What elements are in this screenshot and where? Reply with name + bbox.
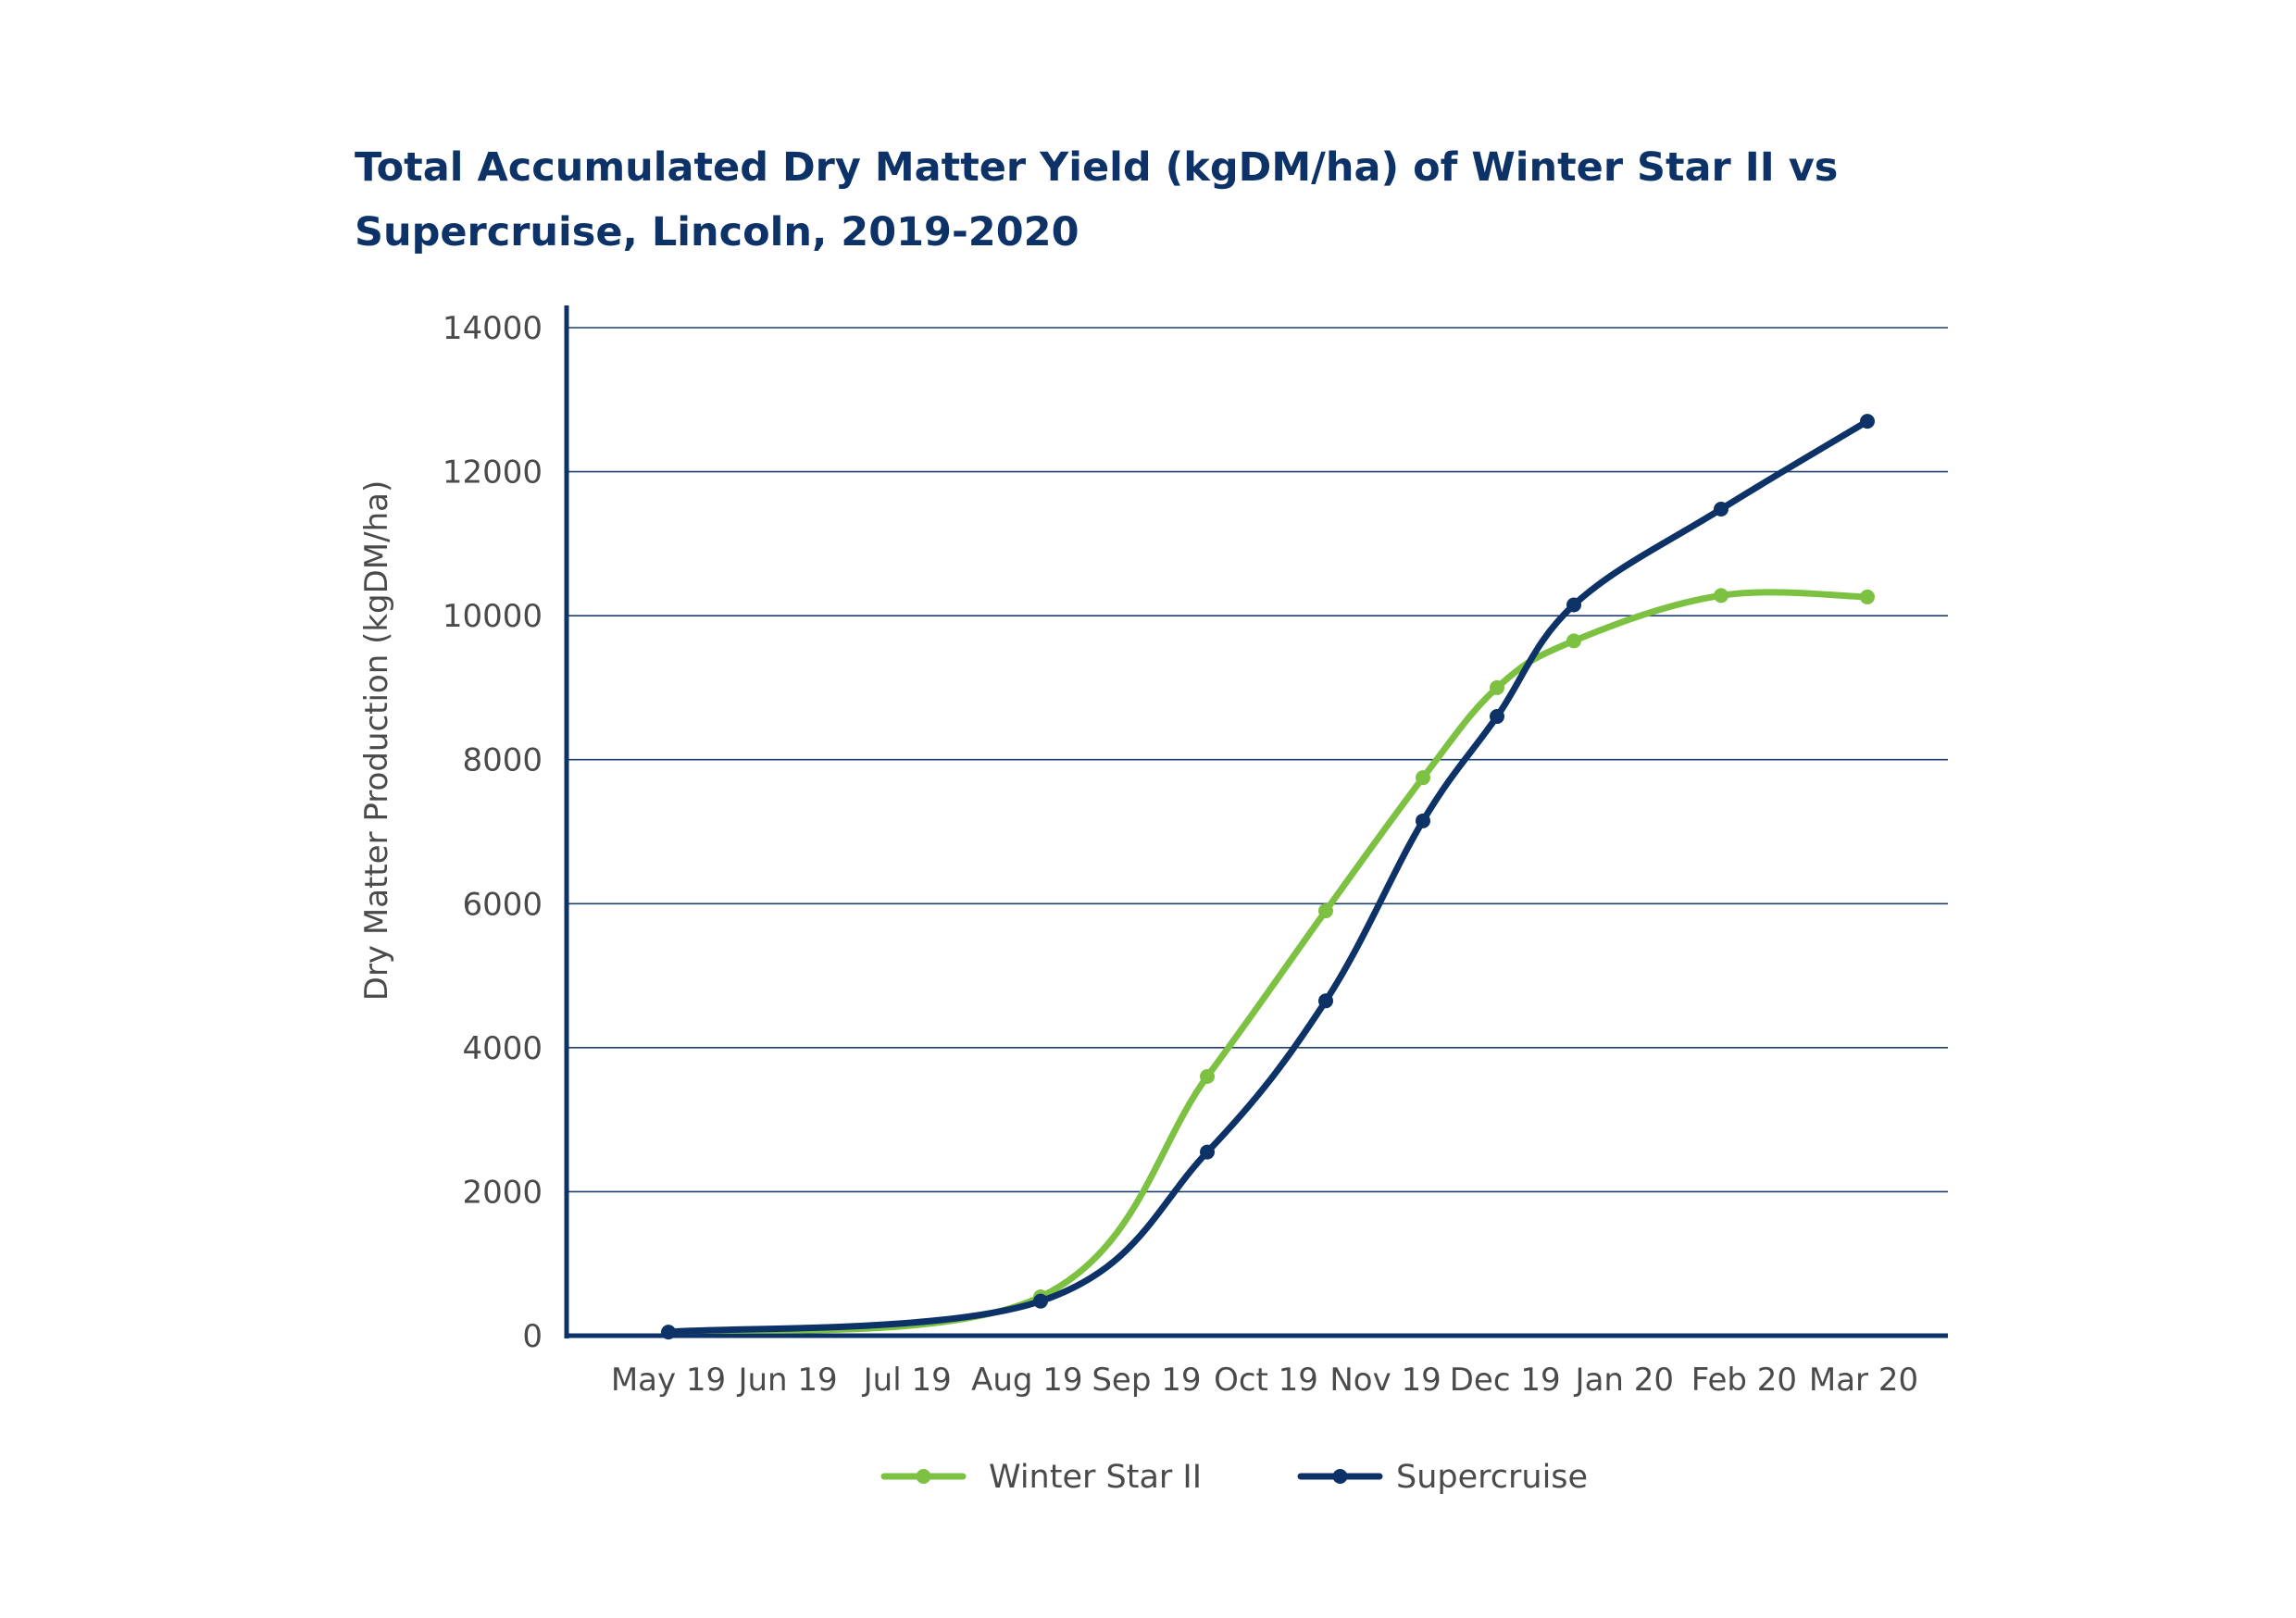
x-tick-label: Oct 19 — [1214, 1362, 1318, 1399]
y-tick-label: 4000 — [462, 1030, 543, 1067]
y-axis-label: Dry Matter Production (kgDM/ha) — [358, 480, 395, 1001]
data-point — [1860, 589, 1875, 604]
data-point — [1490, 709, 1504, 725]
series-supercruise — [661, 414, 1875, 1340]
data-point — [661, 1325, 676, 1340]
data-point — [1200, 1144, 1215, 1160]
y-tick-label: 6000 — [462, 886, 543, 923]
data-point — [1318, 993, 1333, 1009]
legend-label: Supercruise — [1396, 1459, 1588, 1496]
x-tick-label: Nov 19 — [1329, 1362, 1441, 1399]
data-point — [1566, 597, 1581, 613]
chart-title: Total Accumulated Dry Matter Yield (kgDM… — [355, 144, 1839, 255]
y-tick-label: 10000 — [443, 598, 543, 635]
x-tick-labels: May 19 Jun 19 Jul 19 Aug 19 Sep 19 Oct 19 Nov … — [611, 1362, 1918, 1399]
y-tick-labels: 0 2000 4000 6000 8000 10000 12000 14000 — [443, 310, 543, 1355]
series-lines — [661, 414, 1875, 1340]
legend-item: Supercruise — [1297, 1459, 1588, 1496]
y-tick-label: 8000 — [462, 742, 543, 779]
x-tick-label: Mar 20 — [1809, 1362, 1918, 1399]
data-point — [1490, 679, 1504, 695]
x-tick-label: Jun 19 — [736, 1362, 837, 1399]
data-point — [1318, 903, 1333, 919]
x-tick-label: Feb 20 — [1691, 1362, 1797, 1399]
x-tick-label: Dec 19 — [1450, 1362, 1561, 1399]
data-point — [1416, 770, 1430, 786]
y-tick-label: 14000 — [443, 310, 543, 347]
data-point — [1714, 502, 1728, 517]
y-tick-label: 2000 — [462, 1174, 543, 1211]
data-point — [1033, 1293, 1048, 1309]
x-tick-label: May 19 — [611, 1362, 726, 1399]
legend-label: Winter Star II — [989, 1459, 1202, 1496]
data-point — [1416, 813, 1430, 828]
legend-marker — [1332, 1469, 1348, 1484]
series-line — [665, 417, 1871, 1336]
series-line — [665, 589, 1871, 1336]
data-point — [1200, 1068, 1215, 1084]
y-tick-label: 12000 — [443, 454, 543, 492]
data-point — [1860, 414, 1875, 429]
x-tick-label: Jul 19 — [862, 1362, 952, 1399]
data-point — [1714, 588, 1728, 604]
legend-item: Winter Star II — [880, 1459, 1202, 1496]
legend-marker — [916, 1469, 931, 1484]
axes — [564, 305, 1948, 1338]
grid-lines — [567, 327, 1948, 1193]
data-point — [1566, 633, 1581, 649]
x-tick-label: Jan 20 — [1574, 1362, 1674, 1399]
x-tick-label: Sep 19 — [1092, 1362, 1201, 1399]
x-tick-label: Aug 19 — [971, 1362, 1082, 1399]
y-tick-label: 0 — [522, 1318, 543, 1355]
series-winter-star-ii — [665, 588, 1875, 1336]
legend: Winter Star II Supercruise — [880, 1459, 1588, 1496]
